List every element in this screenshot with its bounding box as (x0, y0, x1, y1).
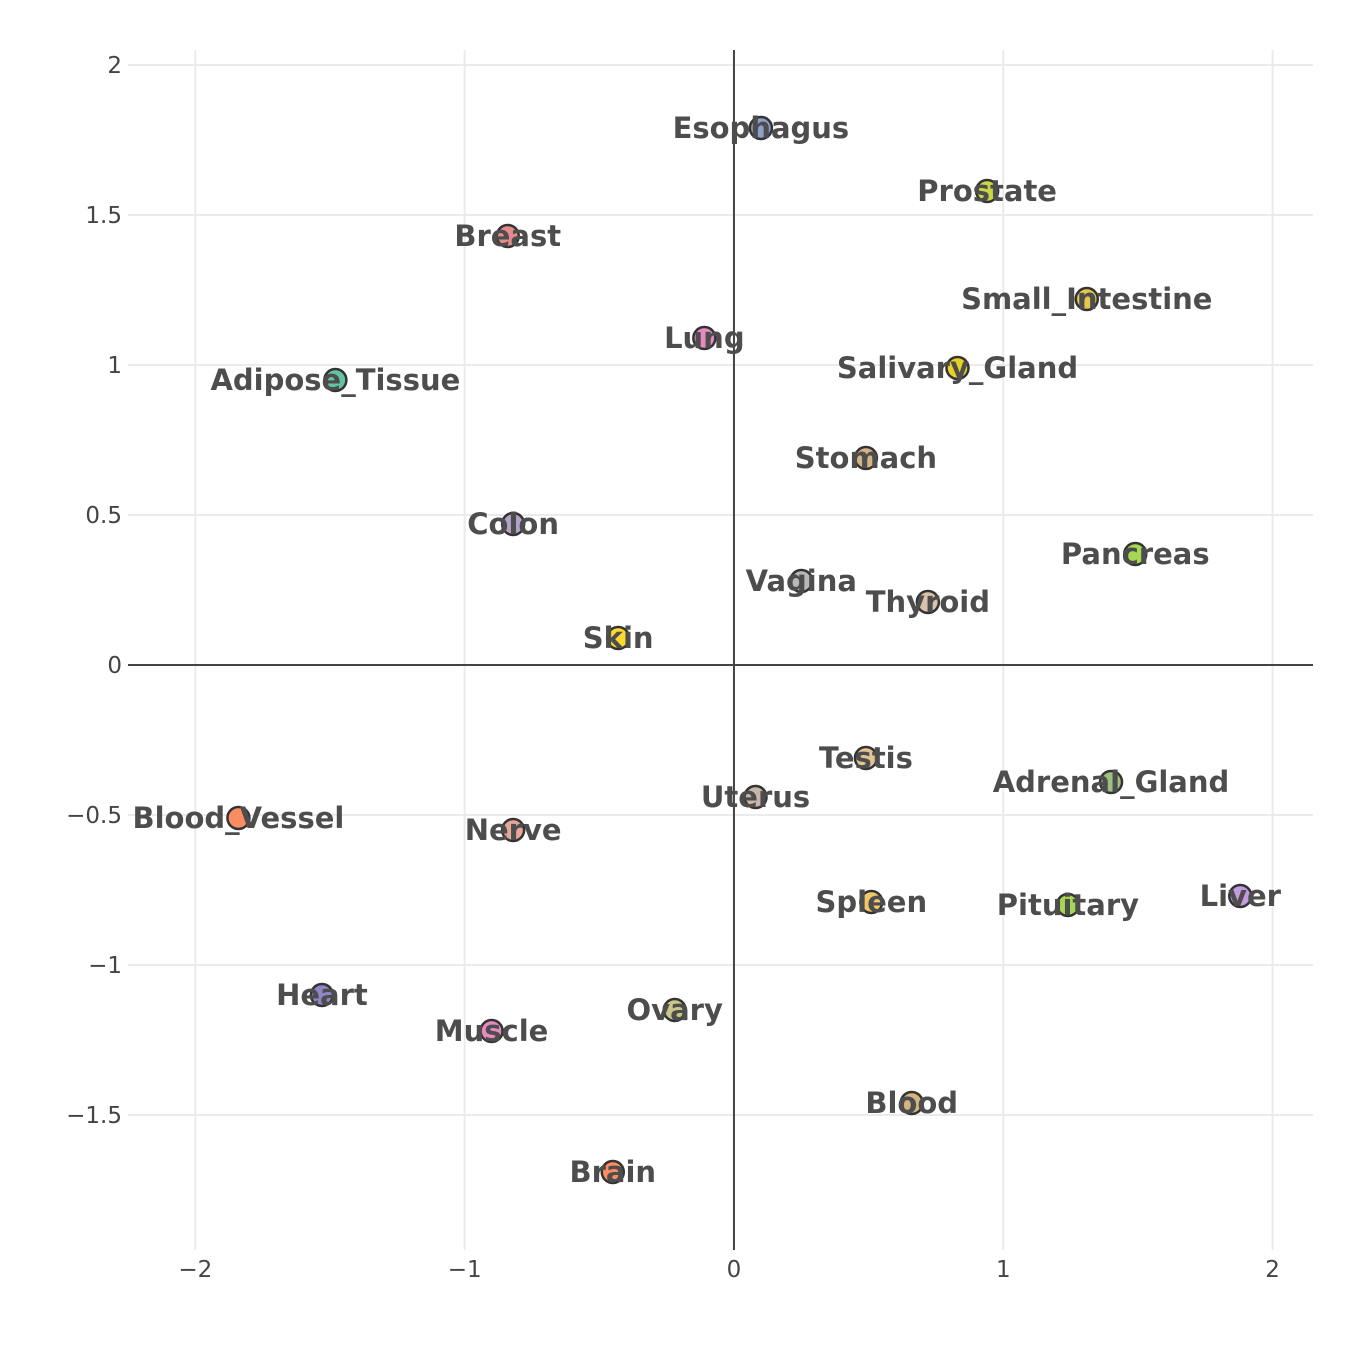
point-blood (899, 1090, 924, 1116)
point-label-muscle: Muscle (435, 1014, 549, 1048)
tick-labels: −2 −1 0 1 2 2 1.5 1 0.5 0 −0.5 −1 −1.5 (66, 53, 1280, 1283)
point-blood-vessel (226, 805, 251, 831)
point-label-brain: Brain (569, 1155, 656, 1189)
point-label-blood: Blood (865, 1086, 958, 1120)
point-adrenal-gland (1098, 769, 1124, 795)
zero-axes (128, 50, 1313, 1250)
point-label-vagina: Vagina (746, 564, 857, 598)
x-tick-label: −2 (178, 1257, 212, 1283)
point-heart (309, 982, 335, 1008)
point-label-ovary: Ovary (627, 993, 723, 1027)
point-testis (853, 745, 879, 771)
point-label-colon: Colon (467, 507, 559, 541)
point-muscle (479, 1018, 504, 1044)
y-tick-label: −1.5 (66, 1103, 122, 1129)
x-tick-label: 2 (1265, 1257, 1280, 1283)
y-tick-label: −1 (88, 953, 122, 979)
point-label-pituitary: Pituitary (997, 888, 1139, 922)
point-label-adipose-tissue: Adipose_Tissue (210, 363, 460, 397)
point-label-testis: Testis (819, 741, 913, 775)
y-tick-label: 0.5 (85, 503, 122, 529)
data-points (226, 115, 1253, 1185)
point-label-adrenal-gland: Adrenal_Gland (993, 765, 1230, 799)
point-labels: Esophagus Prostate Breast Small_Intestine Lu… (133, 111, 1282, 1189)
x-tick-label: 0 (727, 1257, 742, 1283)
point-label-blood-vessel: Blood_Vessel (133, 801, 345, 835)
point-label-liver: Liver (1200, 879, 1282, 913)
point-label-uterus: Uterus (701, 780, 810, 814)
point-pancreas (1123, 541, 1148, 567)
point-label-small-intestine: Small_Intestine (961, 282, 1212, 316)
y-tick-label: −0.5 (66, 803, 122, 829)
point-spleen (859, 889, 884, 915)
y-tick-label: 1 (107, 353, 122, 379)
point-adipose-tissue (323, 367, 348, 393)
point-ovary (662, 997, 687, 1023)
point-nerve (500, 817, 526, 843)
y-tick-label: 0 (107, 653, 122, 679)
point-lung (692, 325, 717, 351)
point-breast (495, 223, 520, 249)
point-label-stomach: Stomach (795, 441, 937, 475)
point-label-thyroid: Thyroid (866, 585, 990, 619)
point-label-prostate: Prostate (917, 174, 1057, 208)
grid-lines (128, 50, 1313, 1250)
point-skin (605, 625, 631, 651)
y-tick-label: 1.5 (85, 203, 122, 229)
point-liver (1228, 883, 1253, 909)
point-label-skin: Skin (583, 621, 654, 655)
point-label-esophagus: Esophagus (673, 111, 850, 145)
point-thyroid (915, 589, 941, 615)
point-label-heart: Heart (276, 978, 368, 1012)
x-tick-label: 1 (996, 1257, 1011, 1283)
point-small-intestine (1074, 286, 1100, 312)
point-label-breast: Breast (454, 219, 561, 253)
point-vagina (789, 568, 814, 594)
point-salivary-gland (945, 355, 970, 381)
y-tick-label: 2 (107, 53, 122, 79)
point-prostate (974, 178, 1000, 204)
point-label-nerve: Nerve (465, 813, 562, 847)
point-uterus (743, 784, 768, 810)
point-label-salivary-gland: Salivary_Gland (837, 351, 1078, 385)
point-label-spleen: Spleen (816, 885, 928, 919)
point-label-lung: Lung (664, 321, 745, 355)
x-tick-label: −1 (448, 1257, 482, 1283)
point-label-pancreas: Pancreas (1061, 537, 1210, 571)
point-brain (600, 1159, 626, 1185)
point-esophagus (748, 115, 774, 141)
point-stomach (853, 445, 879, 471)
point-pituitary (1055, 892, 1081, 918)
point-colon (500, 511, 526, 537)
